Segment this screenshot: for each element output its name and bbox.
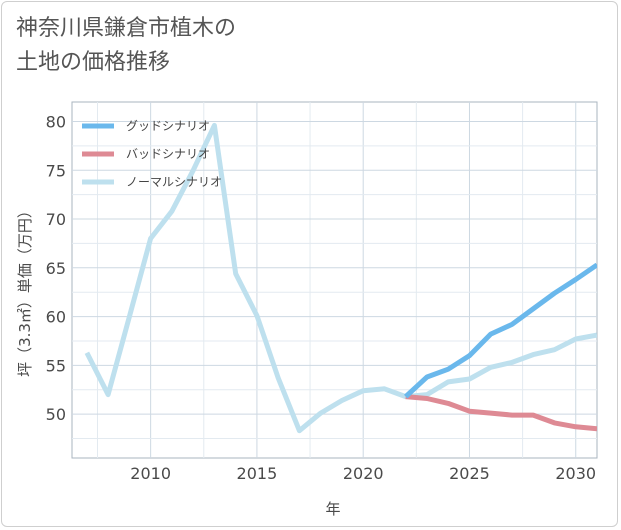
- plot-area: [71, 101, 598, 459]
- chart-title-line-2: 土地の価格推移: [16, 50, 171, 75]
- grid: [71, 101, 598, 459]
- series-line-bad: [405, 394, 597, 432]
- chart-title: 神奈川県鎌倉市植木の 土地の価格推移: [16, 12, 416, 80]
- y-tick-label: 75: [46, 161, 66, 180]
- x-tick-label: 2025: [449, 464, 490, 483]
- chart-title-line-1: 神奈川県鎌倉市植木の: [16, 16, 237, 41]
- x-tick-label: 2030: [555, 464, 596, 483]
- y-tick-label: 60: [46, 308, 66, 327]
- x-axis-title: 年: [325, 500, 340, 518]
- y-tick-label: 65: [46, 259, 66, 278]
- tick-labels: 2010 2015 2020 2025 2030 50 55 60 65 70 75 80: [46, 113, 596, 483]
- y-tick-label: 50: [46, 405, 66, 424]
- x-tick-label: 2015: [237, 464, 278, 483]
- y-axis-title: 坪（3.3㎡）単価（万円）: [16, 203, 34, 377]
- legend-label-good: グッドシナリオ: [126, 119, 210, 133]
- y-tick-label: 80: [46, 113, 66, 132]
- x-tick-label: 2020: [343, 464, 384, 483]
- legend-label-normal: ノーマルシナリオ: [126, 175, 222, 189]
- series-line-good: [404, 262, 597, 399]
- legend-label-bad: バッドシナリオ: [126, 147, 210, 161]
- y-tick-label: 70: [46, 210, 66, 229]
- series-line-normal: [84, 122, 597, 434]
- y-tick-label: 55: [46, 356, 66, 375]
- series-layer: [84, 122, 597, 434]
- x-tick-label: 2010: [130, 464, 171, 483]
